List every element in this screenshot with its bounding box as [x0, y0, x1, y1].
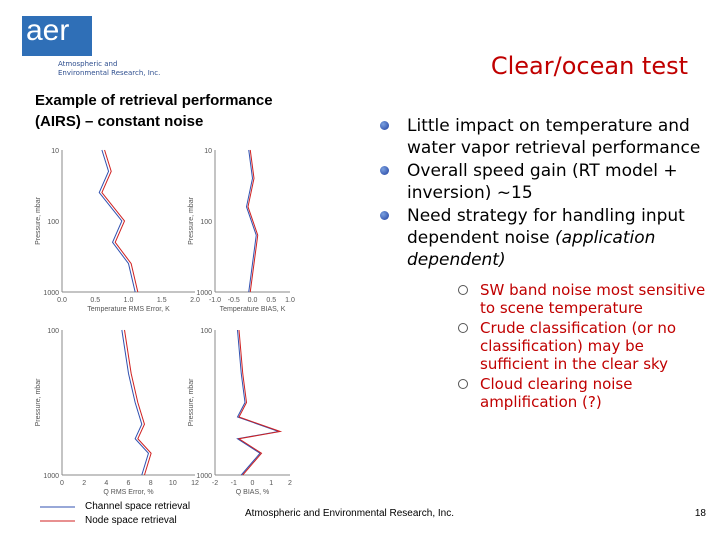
- y-tick-label: 1000: [43, 290, 59, 297]
- x-tick-label: 0: [251, 480, 255, 487]
- profile-curve: [98, 149, 136, 293]
- sub-bullet: Cloud clearing noise amplification (?): [458, 375, 708, 411]
- x-tick-label: 6: [127, 480, 131, 487]
- sub-bullet-text: Crude classification (or no classificati…: [480, 319, 677, 373]
- x-axis-label: Q BIAS, %: [236, 489, 269, 496]
- logo-text: aer: [26, 14, 70, 47]
- x-tick-label: 1.5: [157, 297, 167, 304]
- profile-curve: [245, 149, 257, 293]
- x-tick-label: 1: [269, 480, 273, 487]
- profile-curve: [101, 149, 139, 293]
- slide-title: Clear/ocean test: [490, 52, 688, 80]
- y-tick-label: 100: [200, 219, 212, 226]
- bullet-dot: [380, 121, 389, 130]
- legend-label: Node space retrieval: [85, 515, 177, 526]
- x-tick-label: 2: [288, 480, 292, 487]
- y-tick-label: 10: [204, 148, 212, 155]
- bullet-text: Overall speed gain (RT model + inversion…: [407, 161, 678, 203]
- logo-subtitle: Environmental Research, Inc.: [58, 69, 161, 77]
- logo-subtitle: Atmospheric and: [58, 60, 118, 68]
- x-tick-label: 2.0: [190, 297, 200, 304]
- bullet: Overall speed gain (RT model + inversion…: [378, 160, 708, 204]
- sub-bullet-text: Cloud clearing noise amplification (?): [480, 375, 633, 411]
- x-tick-label: 0.5: [90, 297, 100, 304]
- profile-curve: [236, 329, 281, 476]
- sub-bullet-dot: [458, 379, 468, 389]
- bullet-list: Little impact on temperature and water v…: [378, 115, 708, 411]
- x-tick-label: -1: [231, 480, 237, 487]
- sub-bullet-dot: [458, 285, 468, 295]
- y-tick-label: 100: [47, 328, 59, 335]
- profile-curve: [121, 329, 150, 476]
- profile-curve: [124, 329, 152, 476]
- page-number: 18: [694, 508, 706, 519]
- x-tick-label: 8: [149, 480, 153, 487]
- bullet-text: Need strategy for handling input depende…: [407, 206, 685, 248]
- bullet-emphasis: (application dependent): [407, 228, 656, 270]
- bullet: Need strategy for handling input depende…: [378, 205, 708, 271]
- sub-bullet: SW band noise most sensitive to scene te…: [458, 281, 708, 317]
- bullet-text: Little impact on temperature and water v…: [407, 116, 701, 158]
- x-tick-label: 2: [82, 480, 86, 487]
- y-tick-label: 100: [47, 219, 59, 226]
- sub-bullet-dot: [458, 323, 468, 333]
- x-tick-label: 0.5: [266, 297, 276, 304]
- profile-curve: [237, 329, 283, 476]
- x-tick-label: 12: [191, 480, 199, 487]
- x-tick-label: 10: [169, 480, 177, 487]
- y-tick-label: 1000: [196, 473, 212, 480]
- x-axis-label: Temperature RMS Error, K: [87, 306, 170, 313]
- x-tick-label: -1.0: [209, 297, 221, 304]
- y-tick-label: 100: [200, 328, 212, 335]
- x-tick-label: 4: [104, 480, 108, 487]
- sub-bullet: Crude classification (or no classificati…: [458, 319, 708, 373]
- left-heading: (AIRS) – constant noise: [35, 113, 204, 130]
- x-tick-label: 0.0: [248, 297, 258, 304]
- x-axis-label: Temperature BIAS, K: [220, 306, 286, 313]
- bullet: Little impact on temperature and water v…: [378, 115, 708, 159]
- legend: [40, 506, 75, 522]
- sub-bullet-text: SW band noise most sensitive to scene te…: [480, 281, 706, 317]
- legend-label: Channel space retrieval: [85, 501, 191, 512]
- y-tick-label: 1000: [196, 290, 212, 297]
- footer: Atmospheric and Environmental Research, …: [245, 508, 454, 519]
- left-heading: Example of retrieval performance: [35, 92, 273, 109]
- y-axis-label: Pressure, mbar: [35, 378, 42, 427]
- bullet-dot: [380, 166, 389, 175]
- y-axis-label: Pressure, mbar: [188, 196, 195, 245]
- x-tick-label: -0.5: [228, 297, 240, 304]
- y-axis-label: Pressure, mbar: [35, 196, 42, 245]
- x-tick-label: 0.0: [57, 297, 67, 304]
- x-tick-label: 0: [60, 480, 64, 487]
- y-axis-label: Pressure, mbar: [188, 378, 195, 427]
- logo: [22, 16, 92, 56]
- y-tick-label: 1000: [43, 473, 59, 480]
- y-tick-label: 10: [51, 148, 59, 155]
- x-tick-label: 1.0: [124, 297, 134, 304]
- x-tick-label: -2: [212, 480, 218, 487]
- profile-curve: [247, 149, 259, 293]
- bullet-dot: [380, 211, 389, 220]
- x-axis-label: Q RMS Error, %: [103, 489, 153, 496]
- x-tick-label: 1.0: [285, 297, 295, 304]
